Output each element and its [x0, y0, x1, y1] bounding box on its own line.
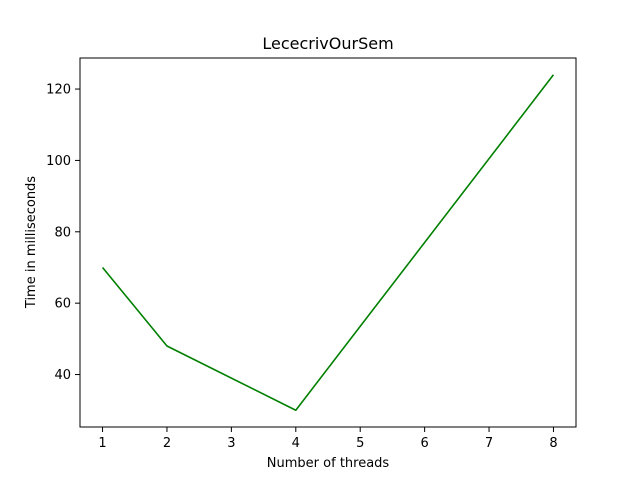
x-tick-label: 4 — [292, 436, 300, 451]
x-tick-label: 8 — [549, 436, 557, 451]
y-tick-label: 100 — [46, 154, 71, 169]
y-axis: 40 60 80 100 120 — [46, 83, 80, 383]
y-axis-label: Time in milliseconds — [24, 176, 39, 309]
series-line-0 — [101, 74, 555, 412]
x-axis-label: Number of threads — [267, 456, 390, 471]
plot-frame — [79, 57, 577, 428]
plot-area — [101, 74, 555, 412]
x-tick-label: 6 — [420, 436, 428, 451]
y-tick-label: 40 — [54, 368, 71, 383]
chart-title: LececrivOurSem — [262, 34, 393, 53]
y-tick-label: 120 — [46, 83, 71, 98]
x-tick-label: 7 — [485, 436, 493, 451]
x-tick-label: 5 — [356, 436, 364, 451]
x-tick-label: 1 — [98, 436, 106, 451]
y-tick-label: 80 — [54, 225, 71, 240]
x-tick-label: 2 — [163, 436, 171, 451]
y-tick-label: 60 — [54, 297, 71, 312]
x-tick-label: 3 — [227, 436, 235, 451]
x-axis: 1 2 3 4 5 6 7 8 — [98, 427, 558, 451]
